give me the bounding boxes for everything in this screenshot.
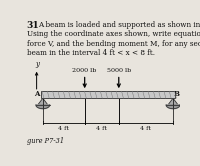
Text: gure P7-31: gure P7-31 xyxy=(27,137,64,145)
Text: 2000 lb: 2000 lb xyxy=(72,68,97,73)
Polygon shape xyxy=(36,105,50,109)
Text: y: y xyxy=(35,60,39,68)
Polygon shape xyxy=(38,98,48,105)
Text: Using the coordinate axes shown, write equations for the shear: Using the coordinate axes shown, write e… xyxy=(27,30,200,38)
Bar xyxy=(40,91,175,98)
Text: force V, and the bending moment M, for any section of the: force V, and the bending moment M, for a… xyxy=(27,40,200,48)
Text: B: B xyxy=(174,90,180,98)
Text: 31: 31 xyxy=(27,21,39,30)
Text: 5000 lb: 5000 lb xyxy=(107,68,131,73)
Text: A beam is loaded and supported as shown in Fig. P7-31.: A beam is loaded and supported as shown … xyxy=(38,21,200,29)
Text: 4 ft: 4 ft xyxy=(58,126,69,131)
Text: beam in the interval 4 ft < x < 8 ft.: beam in the interval 4 ft < x < 8 ft. xyxy=(27,49,155,57)
Polygon shape xyxy=(168,98,178,105)
Text: 4 ft: 4 ft xyxy=(96,126,107,131)
Text: 4 ft: 4 ft xyxy=(140,126,151,131)
Text: A: A xyxy=(34,90,39,98)
Polygon shape xyxy=(166,105,180,109)
